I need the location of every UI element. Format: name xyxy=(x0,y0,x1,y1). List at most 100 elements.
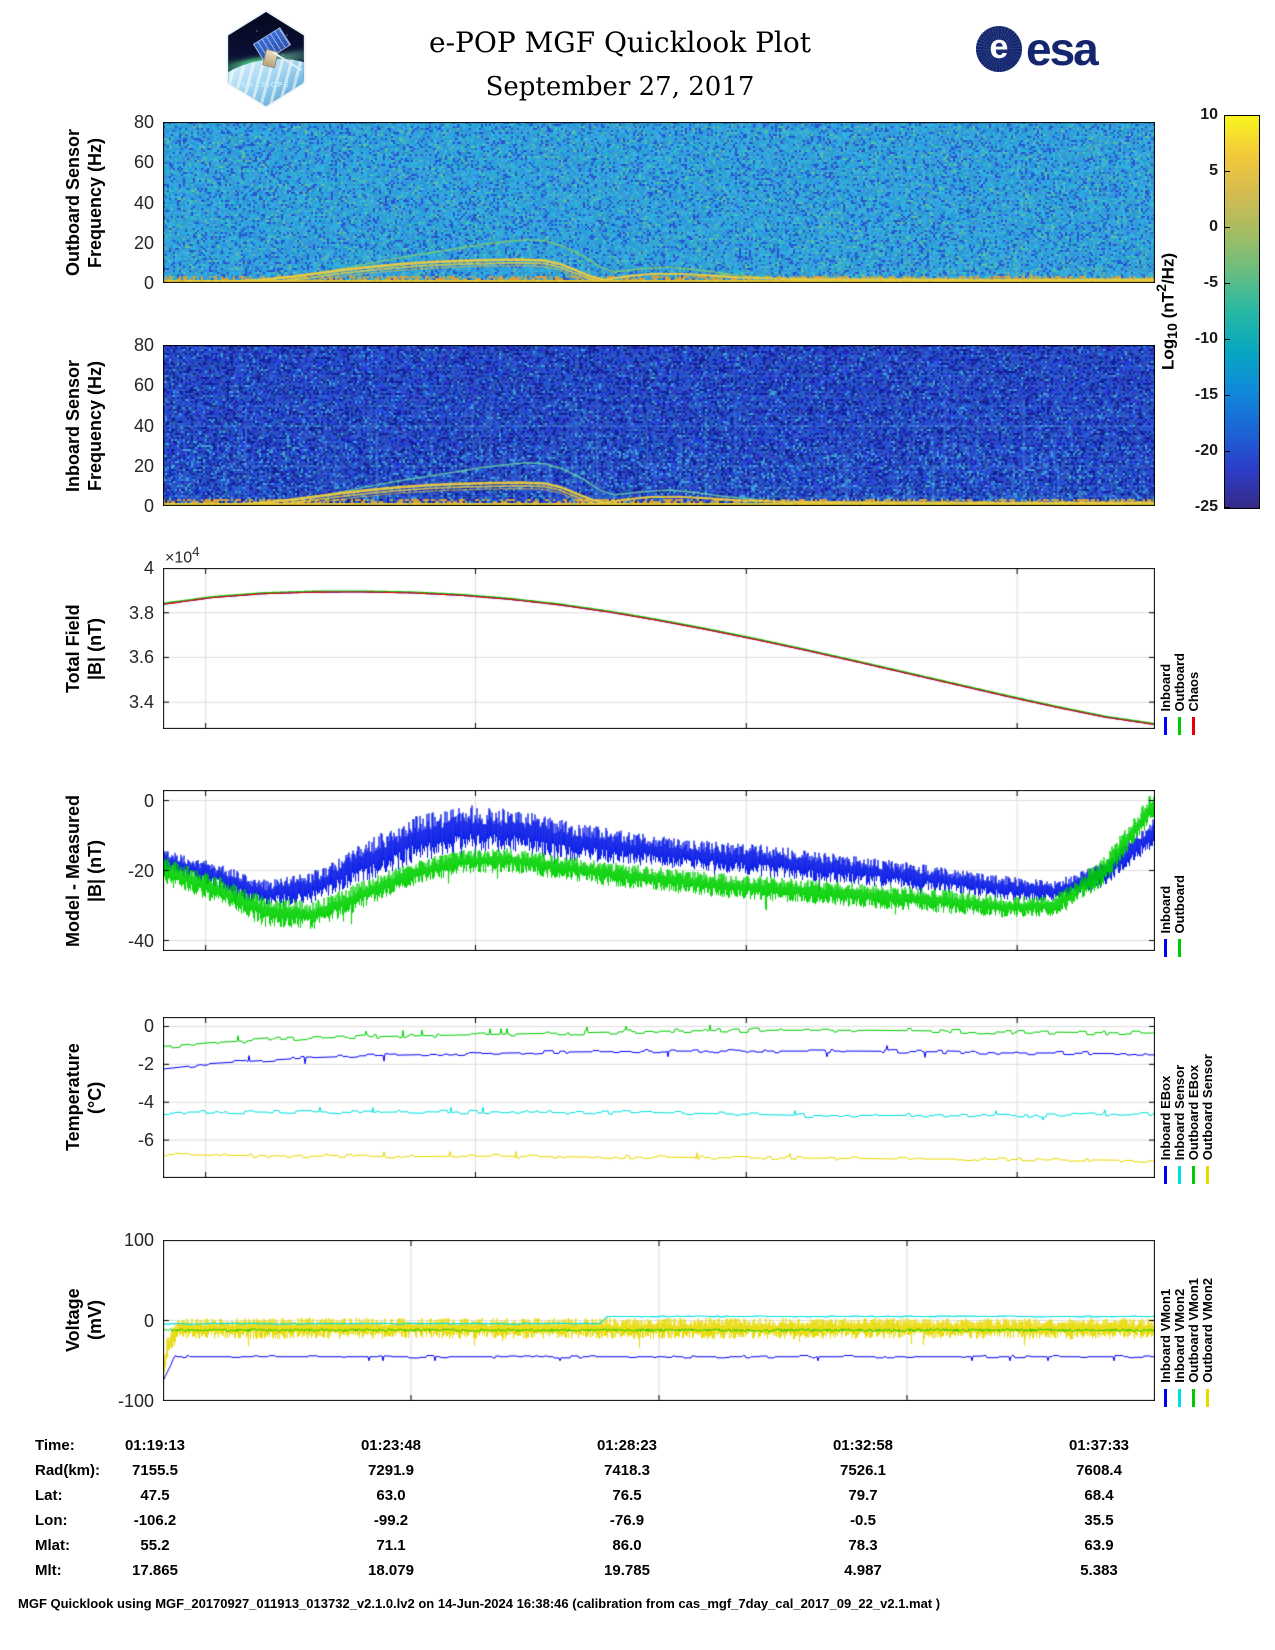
temperature-ytick-label: 0 xyxy=(143,1016,154,1037)
total-field-canvas xyxy=(163,568,1155,729)
model-measured-canvas xyxy=(163,790,1155,951)
voltage-ytick-label: -100 xyxy=(117,1391,154,1411)
esa-globe-icon: e xyxy=(976,26,1022,72)
temperature-legend-swatch xyxy=(1206,1166,1209,1184)
colorbar-tick-label: 0 xyxy=(1209,218,1218,235)
ephemeris-value: -0.5 xyxy=(850,1512,876,1529)
ephemeris-value: -76.9 xyxy=(609,1512,645,1529)
temperature-legend-swatch xyxy=(1192,1166,1195,1184)
ephemeris-value: 71.1 xyxy=(376,1537,406,1554)
ephemeris-value: 7608.4 xyxy=(1076,1462,1122,1479)
total-field-ytick-label: 3.8 xyxy=(128,602,154,623)
colorbar-tick-mark xyxy=(1224,451,1230,452)
colorbar-tick-mark xyxy=(1224,395,1230,396)
ephemeris-value: 18.079 xyxy=(368,1562,414,1579)
ephemeris-value: 7418.3 xyxy=(604,1462,650,1479)
ephemeris-value: 7526.1 xyxy=(840,1462,886,1479)
ephemeris-value: 63.0 xyxy=(376,1487,406,1504)
colorbar-tick-mark xyxy=(1224,171,1230,172)
colorbar-gradient xyxy=(1224,115,1260,509)
total-field-legend-swatch xyxy=(1192,717,1195,735)
ephemeris-value: 55.2 xyxy=(140,1537,170,1554)
patch-mission-name: CASSIOPE xyxy=(241,82,291,89)
ephemeris-row-label: Mlat: xyxy=(35,1537,70,1554)
total-field-ytick-label: 3.6 xyxy=(128,647,154,668)
voltage-legend-swatch xyxy=(1206,1389,1209,1407)
ephemeris-value: 7155.5 xyxy=(132,1462,178,1479)
ephemeris-value: 01:19:13 xyxy=(124,1437,186,1454)
ephemeris-row-label: Lon: xyxy=(35,1512,68,1529)
model-measured-legend-swatch xyxy=(1178,939,1181,957)
voltage-ytick-label: 0 xyxy=(143,1310,154,1331)
footer-provenance-text: MGF Quicklook using MGF_20170927_011913_… xyxy=(18,1596,941,1611)
temperature-ytick-label: -4 xyxy=(137,1092,154,1113)
model-measured-panel xyxy=(163,790,1155,951)
model-measured-ytick-label: -20 xyxy=(127,860,154,881)
outboard-spectrogram-panel xyxy=(163,122,1155,283)
ephemeris-row-label: Rad(km): xyxy=(35,1462,101,1479)
ephemeris-value: 76.5 xyxy=(612,1487,642,1504)
voltage-legend-labels: Inboard VMon1 Inboard VMon2 Outboard VMo… xyxy=(1158,1278,1215,1383)
outboard-spectrogram-ytick-label: 20 xyxy=(133,232,154,253)
colorbar-tick-label: -20 xyxy=(1194,442,1218,459)
page-title: e-POP MGF Quicklook Plot xyxy=(429,26,811,59)
voltage-legend-swatch xyxy=(1192,1389,1195,1407)
ephemeris-row-label: Time: xyxy=(35,1437,75,1454)
ephemeris-value: 01:28:23 xyxy=(596,1437,658,1454)
ephemeris-value: 5.383 xyxy=(1080,1562,1118,1579)
colorbar-tick-mark xyxy=(1224,339,1230,340)
ephemeris-value: 01:37:33 xyxy=(1068,1437,1130,1454)
total-field-panel xyxy=(163,568,1155,729)
inboard-spectrogram-ytick-label: 60 xyxy=(133,375,154,396)
ephemeris-value: 01:23:48 xyxy=(360,1437,422,1454)
colorbar-tick-mark xyxy=(1224,227,1230,228)
voltage-ytick-label: 100 xyxy=(123,1230,154,1250)
colorbar-tick-mark xyxy=(1224,283,1230,284)
ephemeris-value: 86.0 xyxy=(612,1537,642,1554)
temperature-legend-labels: Inboard EBox Inboard Sensor Outboard EBo… xyxy=(1158,1053,1215,1160)
outboard-spectrogram-ytick-label: 0 xyxy=(143,273,154,293)
inboard-spectrogram-panel xyxy=(163,345,1155,506)
esa-logo: e esa xyxy=(976,26,1099,72)
ephemeris-value: 63.9 xyxy=(1084,1537,1114,1554)
total-field-y-multiplier: ×104 xyxy=(165,544,200,567)
page-subtitle: September 27, 2017 xyxy=(485,72,755,102)
colorbar-tick-label: -15 xyxy=(1194,386,1218,403)
ephemeris-value: 47.5 xyxy=(140,1487,170,1504)
colorbar-unit-label: Log10 (nT2/Hz) xyxy=(1154,252,1182,370)
temperature-canvas xyxy=(163,1017,1155,1178)
total-field-legend-labels: Inboard Outboard Chaos xyxy=(1158,652,1201,712)
ephemeris-value: 7291.9 xyxy=(368,1462,414,1479)
colorbar-tick-label: 5 xyxy=(1209,162,1218,179)
ephemeris-value: 35.5 xyxy=(1084,1512,1114,1529)
outboard-spectrogram-ytick-label: 80 xyxy=(133,112,154,132)
ephemeris-value: 4.987 xyxy=(844,1562,882,1579)
voltage-legend-swatch xyxy=(1164,1389,1167,1407)
temperature-ytick-label: -2 xyxy=(137,1054,154,1075)
outboard-spectrogram-ytick-label: 40 xyxy=(133,192,154,213)
cassiope-mission-patch: CASSIOPE xyxy=(220,10,312,108)
model-measured-ytick-label: -40 xyxy=(127,930,154,951)
voltage-panel xyxy=(163,1240,1155,1401)
ephemeris-value: 79.7 xyxy=(848,1487,878,1504)
outboard-spectrogram-canvas xyxy=(163,122,1155,283)
voltage-canvas xyxy=(163,1240,1155,1401)
inboard-spectrogram-ytick-label: 40 xyxy=(133,415,154,436)
temperature-legend-swatch xyxy=(1164,1166,1167,1184)
outboard-spectrogram-ytick-label: 60 xyxy=(133,152,154,173)
voltage-legend-swatch xyxy=(1178,1389,1181,1407)
total-field-legend-swatch xyxy=(1164,717,1167,735)
inboard-spectrogram-ytick-label: 0 xyxy=(143,496,154,516)
temperature-legend-swatch xyxy=(1178,1166,1181,1184)
inboard-spectrogram-ytick-label: 80 xyxy=(133,335,154,355)
ephemeris-value: -106.2 xyxy=(133,1512,177,1529)
ephemeris-value: 68.4 xyxy=(1084,1487,1114,1504)
colorbar-tick-label: -25 xyxy=(1194,498,1218,515)
model-measured-ytick-label: 0 xyxy=(143,790,154,811)
ephemeris-row-label: Mlt: xyxy=(35,1562,62,1579)
patch-hexagon: CASSIOPE xyxy=(226,10,306,108)
colorbar-tick-label: 10 xyxy=(1200,106,1218,123)
ephemeris-value: 78.3 xyxy=(848,1537,878,1554)
inboard-spectrogram-ytick-label: 20 xyxy=(133,455,154,476)
